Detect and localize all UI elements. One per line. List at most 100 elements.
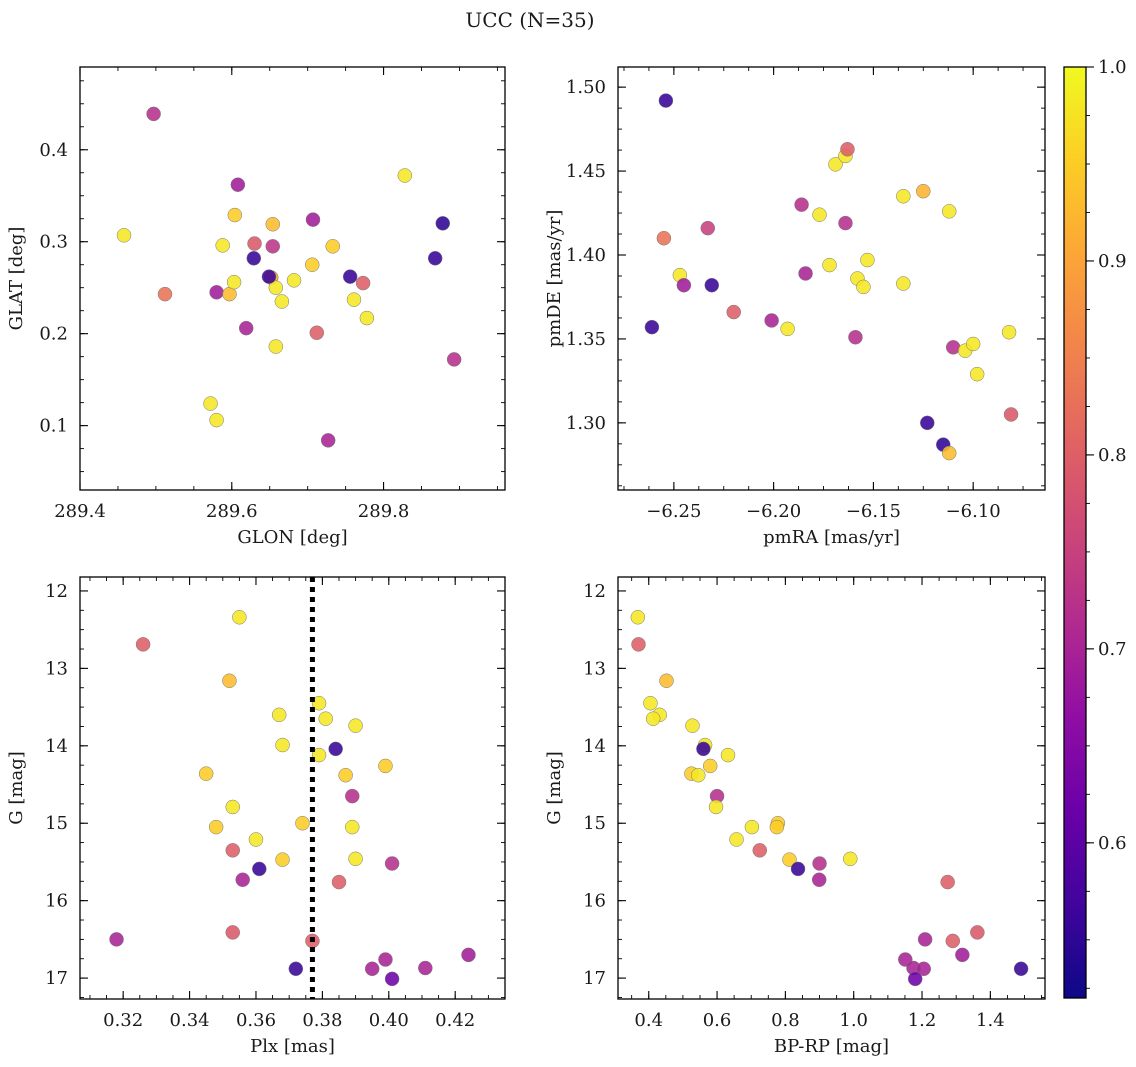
data-point	[631, 637, 646, 652]
data-point	[208, 819, 224, 835]
data-point	[896, 189, 911, 204]
data-point	[346, 292, 362, 307]
data-point	[726, 304, 741, 320]
colorbar: 0.6 0.7 0.8 0.9 1.0	[1063, 57, 1127, 999]
data-point	[965, 336, 981, 352]
data-point	[798, 266, 813, 281]
data-point	[435, 216, 451, 231]
y-axis-label: pmDE [mas/yr]	[544, 210, 565, 348]
colorbar-gradient	[1064, 67, 1086, 998]
data-point	[295, 815, 310, 831]
data-point	[311, 747, 327, 763]
data-point	[378, 952, 393, 967]
data-point	[328, 741, 343, 757]
data-point	[342, 269, 358, 284]
y-tick-label: 14	[45, 736, 68, 757]
x-tick-label: 289.4	[54, 501, 106, 522]
data-point	[969, 366, 985, 382]
data-point	[252, 861, 267, 877]
data-point	[916, 183, 931, 199]
x-tick-label: 0.6	[703, 1010, 732, 1031]
data-point	[427, 251, 443, 266]
data-point	[157, 286, 173, 302]
data-point	[812, 207, 827, 222]
y-tick-label: 12	[45, 581, 68, 602]
data-point	[384, 856, 400, 871]
data-point	[109, 932, 124, 947]
data-point	[345, 819, 360, 835]
data-point	[238, 320, 254, 336]
x-tick-label: 0.32	[103, 1010, 143, 1031]
y-axis-label: GLAT [deg]	[6, 227, 27, 331]
colorbar-tick-label: 1.0	[1098, 57, 1127, 78]
data-point	[860, 252, 875, 268]
axes-frame	[617, 576, 1046, 1000]
data-point	[338, 767, 353, 783]
data-point	[769, 819, 785, 835]
data-point	[843, 851, 858, 867]
data-point	[656, 230, 672, 246]
data-point	[359, 310, 375, 326]
data-point	[288, 961, 304, 977]
y-tick-label: 0.3	[39, 232, 68, 253]
data-point	[643, 695, 658, 711]
y-tick-label: 12	[583, 581, 606, 602]
data-point	[215, 238, 230, 253]
x-axis-label: pmRA [mas/yr]	[763, 527, 900, 548]
y-tick-label: 17	[45, 968, 68, 989]
data-point	[304, 257, 320, 272]
data-point	[265, 216, 281, 232]
data-point	[659, 673, 674, 689]
axes-frame	[617, 66, 1046, 491]
data-point	[920, 415, 935, 431]
data-point	[261, 269, 277, 284]
x-axis-label: BP-RP [mag]	[774, 1036, 889, 1057]
figure-title: UCC (N=35)	[465, 8, 594, 32]
data-point	[907, 971, 923, 987]
data-point	[325, 239, 340, 254]
data-point	[685, 718, 700, 733]
y-tick-label: 1.40	[566, 245, 606, 266]
x-tick-label: −6.10	[946, 501, 1001, 522]
data-point	[856, 279, 871, 295]
data-point	[822, 257, 837, 273]
data-point	[848, 330, 863, 345]
data-point	[345, 788, 360, 804]
y-tick-label: 16	[45, 891, 68, 912]
colorbar-tick-label: 0.7	[1098, 639, 1127, 660]
colorbar-tick-label: 0.9	[1098, 251, 1127, 272]
y-tick-label: 16	[583, 891, 606, 912]
data-point	[645, 711, 661, 726]
data-point	[941, 204, 957, 219]
data-point	[702, 758, 718, 774]
data-point	[691, 767, 706, 783]
axes-frame	[79, 66, 506, 491]
y-axis-label: G [mag]	[544, 751, 565, 824]
data-point	[828, 157, 843, 172]
data-point	[209, 412, 224, 428]
data-point	[271, 707, 287, 723]
data-point	[227, 207, 243, 223]
data-point	[752, 843, 768, 858]
y-axis-label: G [mag]	[6, 751, 27, 824]
data-point	[812, 856, 827, 871]
x-tick-label: 0.8	[771, 1010, 800, 1031]
data-point	[116, 228, 132, 243]
data-point	[384, 971, 400, 987]
x-tick-label: 289.8	[358, 501, 410, 522]
data-point	[320, 433, 336, 448]
data-point	[940, 874, 955, 890]
data-point	[955, 947, 970, 963]
data-point	[764, 313, 779, 328]
y-tick-label: 13	[45, 658, 68, 679]
data-point	[658, 93, 674, 108]
y-tick-label: 15	[583, 813, 606, 834]
data-point	[941, 445, 957, 461]
data-point	[203, 396, 218, 411]
x-tick-label: 0.4	[634, 1010, 663, 1031]
colorbar-frame	[1063, 66, 1087, 999]
data-point	[461, 947, 476, 963]
x-tick-label: 0.34	[170, 1010, 210, 1031]
x-tick-label: 289.6	[206, 501, 258, 522]
